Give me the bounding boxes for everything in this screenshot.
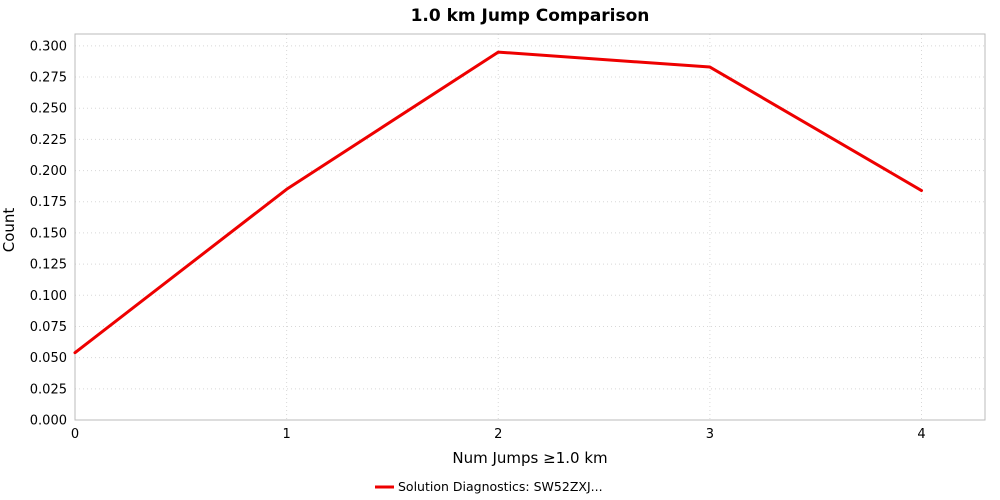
y-tick-label: 0.275 (30, 71, 67, 86)
x-tick-label: 0 (71, 427, 79, 442)
data-line-series (73, 50, 924, 355)
y-tick-label: 0.150 (30, 226, 67, 241)
chart-title: 1.0 km Jump Comparison (411, 6, 650, 26)
y-tick-label: 0.050 (30, 351, 67, 366)
y-tick-label: 0.225 (30, 133, 67, 148)
legend-label: Solution Diagnostics: SW52ZXJ... (398, 479, 603, 494)
y-tick-label: 0.250 (30, 102, 67, 117)
legend: Solution Diagnostics: SW52ZXJ... (375, 479, 603, 494)
x-tick-label: 4 (917, 427, 925, 442)
x-tick-label: 1 (282, 427, 290, 442)
plot-area-border (74, 33, 986, 421)
x-tick-label: 3 (706, 427, 714, 442)
y-tick-label: 0.025 (30, 382, 67, 397)
y-tick-label: 0.000 (30, 414, 67, 429)
y-axis-label: Count (0, 208, 18, 253)
x-axis-label: Num Jumps ≥1.0 km (452, 449, 607, 467)
y-tick-label: 0.125 (30, 258, 67, 273)
y-axis-tick-labels: 0.000 0.025 0.050 0.075 0.100 0.125 0.150 0.175… (30, 39, 67, 428)
gridlines (74, 34, 985, 421)
y-tick-label: 0.175 (30, 195, 67, 210)
y-tick-label: 0.300 (30, 39, 67, 54)
y-tick-label: 0.200 (30, 164, 67, 179)
y-tick-label: 0.075 (30, 320, 67, 335)
x-tick-label: 2 (494, 427, 502, 442)
y-tick-label: 0.100 (30, 289, 67, 304)
x-axis-tick-labels: 0 1 2 3 4 (71, 427, 926, 442)
